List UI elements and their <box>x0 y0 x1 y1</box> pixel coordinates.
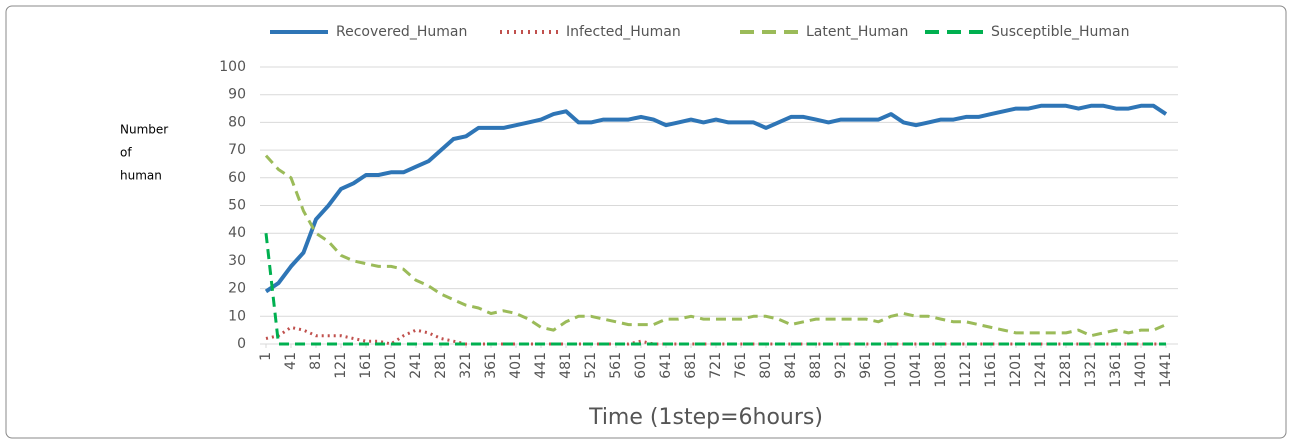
x-tick-label: 1281 <box>1058 352 1074 388</box>
x-tick-label: 121 <box>333 352 349 379</box>
legend-label: Susceptible_Human <box>991 24 1130 40</box>
y-tick-label: 100 <box>219 59 246 75</box>
x-tick-label: 921 <box>833 352 849 379</box>
y-tick-label: 0 <box>237 336 246 352</box>
series-line <box>264 154 1167 338</box>
x-tick-label: 1321 <box>1083 352 1099 388</box>
x-tick-label: 361 <box>483 352 499 379</box>
y-tick-label: 90 <box>228 87 246 103</box>
legend-label: Latent_Human <box>806 24 908 40</box>
x-tick-label: 241 <box>408 352 424 379</box>
x-tick-label: 1041 <box>908 352 924 388</box>
x-tick-label: 801 <box>758 352 774 379</box>
x-tick-label: 1121 <box>958 352 974 388</box>
x-tick-label: 1401 <box>1133 352 1149 388</box>
y-tick-label: 70 <box>228 142 246 158</box>
x-tick-label: 681 <box>683 352 699 379</box>
y-tick-label: 30 <box>228 253 246 269</box>
x-tick-label: 961 <box>858 352 874 379</box>
y-axis-title: Number <box>120 123 168 137</box>
y-tick-label: 60 <box>228 170 246 186</box>
x-tick-label: 321 <box>458 352 474 379</box>
x-tick-label: 161 <box>358 352 374 379</box>
legend-label: Infected_Human <box>566 24 681 40</box>
x-tick-label: 1201 <box>1008 352 1024 388</box>
x-tick-label: 521 <box>583 352 599 379</box>
x-tick-label: 81 <box>308 352 324 370</box>
x-tick-label: 401 <box>508 352 524 379</box>
y-axis-title: of <box>120 146 132 160</box>
legend-label: Recovered_Human <box>336 24 467 40</box>
x-axis-title: Time (1step=6hours) <box>588 405 823 430</box>
x-tick-label: 641 <box>658 352 674 379</box>
x-tick-label: 1241 <box>1033 352 1049 388</box>
chart-frame <box>5 5 1287 439</box>
x-tick-label: 41 <box>283 352 299 370</box>
x-tick-label: 881 <box>808 352 824 379</box>
x-tick-label: 1161 <box>983 352 999 388</box>
y-tick-label: 80 <box>228 114 246 130</box>
series-line <box>264 233 1166 346</box>
x-tick-label: 441 <box>533 352 549 379</box>
y-tick-label: 20 <box>228 281 246 297</box>
x-tick-label: 481 <box>558 352 574 379</box>
x-tick-label: 1001 <box>883 352 899 388</box>
x-tick-label: 201 <box>383 352 399 379</box>
y-tick-label: 10 <box>228 308 246 324</box>
x-tick-label: 1441 <box>1158 352 1174 388</box>
x-tick-label: 1081 <box>933 352 949 388</box>
y-tick-label: 40 <box>228 225 246 241</box>
series-line <box>264 103 1168 294</box>
x-tick-label: 1361 <box>1108 352 1124 388</box>
x-tick-label: 281 <box>433 352 449 379</box>
x-tick-label: 1 <box>258 352 274 361</box>
x-tick-label: 561 <box>608 352 624 379</box>
x-tick-label: 761 <box>733 352 749 379</box>
x-tick-label: 841 <box>783 352 799 379</box>
x-tick-label: 721 <box>708 352 724 379</box>
x-tick-label: 601 <box>633 352 649 379</box>
y-axis-title: human <box>120 169 162 183</box>
y-tick-label: 50 <box>228 198 246 214</box>
